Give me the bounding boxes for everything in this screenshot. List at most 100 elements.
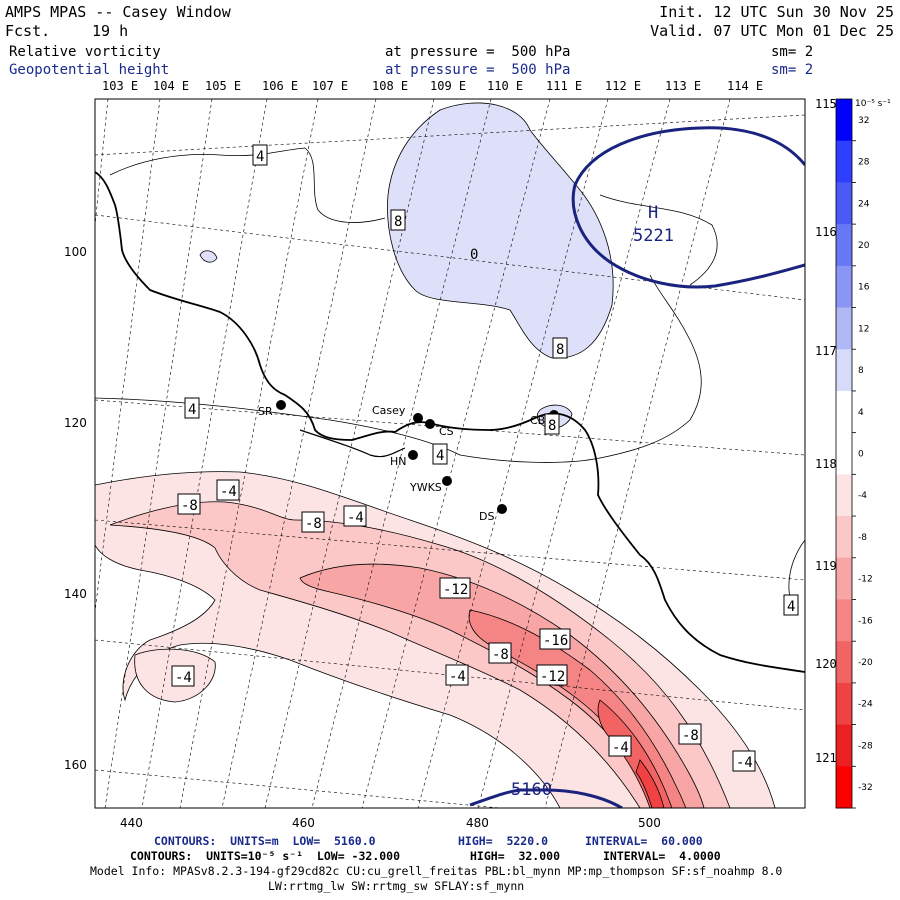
vorticity-contour-label: -8 (678, 723, 702, 745)
svg-text:-8: -8 (682, 728, 699, 744)
meridian-line (544, 99, 731, 808)
station-label: DS (479, 510, 494, 523)
field1-smooth: sm= 2 (771, 44, 814, 60)
svg-text:-4: -4 (347, 510, 364, 526)
svg-text:8: 8 (394, 214, 402, 230)
forecast-value: 19 h (92, 22, 129, 40)
vorticity-contour-label: -8 (488, 642, 512, 664)
colorbar-swatch (836, 432, 852, 475)
neg-vort-minus8 (109, 501, 731, 808)
meridian-line (179, 99, 319, 808)
parallel-line (95, 114, 805, 156)
positive-vorticity-dot (199, 250, 218, 263)
vorticity-contour-label: -12 (439, 577, 471, 599)
svg-text:-4: -4 (612, 740, 629, 756)
colorbar-tick-label: 20 (858, 241, 870, 251)
svg-text:-4: -4 (220, 484, 237, 500)
station-label: CB (530, 414, 545, 427)
colorbar-tick-label: 12 (858, 324, 869, 334)
colorbar-swatch (836, 390, 852, 434)
positive-vorticity-region (387, 102, 614, 359)
contour-4-north (109, 147, 386, 223)
top-lon-label: 112 E (605, 79, 641, 93)
vorticity-contour-label: -8 (177, 493, 201, 515)
svg-text:4: 4 (188, 402, 196, 418)
colorbar-tick-label: -24 (858, 700, 873, 710)
y-axis-labels: 100 120 140 160 (64, 245, 87, 772)
top-lon-label: 109 E (430, 79, 466, 93)
vorticity-colorbar (835, 98, 853, 809)
colorbar-tick-label: -32 (858, 783, 873, 793)
parallel-line (95, 519, 805, 581)
height-high-marker: H (648, 203, 658, 223)
coastline (95, 171, 805, 673)
y-axis-label: 100 (64, 245, 87, 259)
meridian-line (477, 99, 671, 808)
coastline-ice-shelf (299, 429, 406, 458)
station-label: HN (390, 455, 407, 468)
forecast-label: Fcst. (5, 22, 51, 40)
colorbar-swatch (836, 349, 852, 392)
vorticity-contour-label: 4 (783, 594, 799, 616)
colorbar-tick-label: -8 (858, 533, 867, 543)
height-contour-5160 (469, 788, 623, 808)
meridian-line (221, 99, 377, 808)
valid-time: Valid. 07 UTC Mon 01 Dec 25 (650, 22, 894, 40)
meridian-line (264, 99, 435, 808)
svg-text:-8: -8 (305, 516, 322, 532)
svg-text:-4: -4 (736, 755, 753, 771)
field2-smooth: sm= 2 (771, 62, 814, 78)
top-lon-label: 105 E (205, 79, 241, 93)
svg-text:8: 8 (548, 418, 556, 434)
footer-height-high: HIGH= 5220.0 (458, 834, 549, 848)
contour-4-east (599, 194, 718, 286)
contour-4-south (95, 274, 702, 463)
vorticity-contour-labels: 4 8 0 8 4 8 4 -4 -8 -8 -4 -12 -16 -8 -12 -4 -4 -4 -8 -4 4 (171, 144, 799, 772)
top-longitude-labels: 103 E 104 E 105 E 106 E 107 E 108 E 109 E 110 E… (102, 79, 763, 93)
colorbar-swatch (836, 724, 852, 767)
station-dot (413, 413, 423, 423)
colorbar-swatch (836, 182, 852, 225)
top-lon-label: 104 E (153, 79, 189, 93)
colorbar-unit: 10⁻⁵ s⁻¹ (855, 99, 891, 109)
chart-title: AMPS MPAS -- Casey Window (5, 3, 231, 21)
init-time: Init. 12 UTC Sun 30 Nov 25 (659, 3, 894, 21)
vorticity-contour-label: 4 (184, 397, 200, 419)
svg-text:-12: -12 (540, 669, 565, 685)
colorbar-tick-label: 0 (858, 450, 864, 460)
height-low-value: 5160 (511, 780, 552, 800)
station-dot (276, 400, 286, 410)
colorbar-frame (835, 98, 853, 809)
station-label: CS (439, 425, 454, 438)
vorticity-contour-label: 4 (252, 144, 268, 166)
meridian-line (141, 99, 268, 808)
svg-text:4: 4 (787, 599, 795, 615)
colorbar-tick-label: 8 (858, 366, 864, 376)
colorbar-swatch (836, 224, 852, 267)
top-lon-label: 106 E (262, 79, 298, 93)
colorbar-tick-label: -28 (858, 741, 873, 751)
top-lon-label: 110 E (487, 79, 523, 93)
svg-text:-8: -8 (492, 647, 509, 663)
plot-frame (94, 98, 806, 809)
x-axis-label: 480 (466, 816, 489, 830)
vorticity-contour-label: -4 (216, 479, 240, 501)
colorbar-tick-label: -4 (858, 491, 867, 501)
colorbar-swatch (836, 641, 852, 684)
vorticity-contour-label: 8 (390, 209, 406, 231)
vorticity-contour-label: -8 (301, 511, 325, 533)
footer-vort-high: HIGH= 32.000 (470, 849, 561, 863)
colorbar-tick-label: -20 (858, 658, 873, 668)
colorbar-tick-label: 16 (858, 283, 870, 293)
top-lon-label: 114 E (727, 79, 763, 93)
top-lon-label: 108 E (372, 79, 408, 93)
svg-text:-12: -12 (443, 582, 468, 598)
field2-level: at pressure = 500 hPa (385, 62, 571, 78)
neg-vort-minus24 (635, 759, 665, 808)
station-dot (408, 450, 418, 460)
meridian-line (95, 99, 109, 229)
top-lon-label: 107 E (312, 79, 348, 93)
colorbar-swatch (836, 516, 852, 559)
svg-text:-4: -4 (175, 670, 192, 686)
